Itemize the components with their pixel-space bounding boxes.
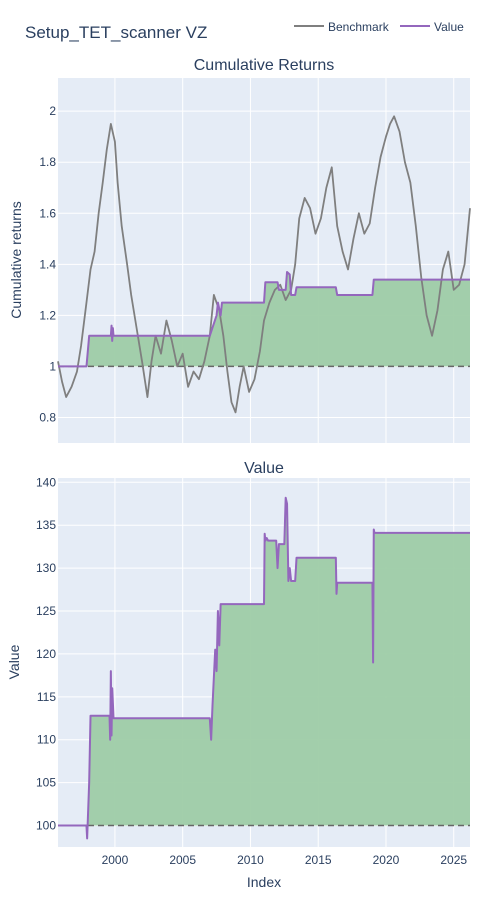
bottom-value-series [58, 496, 470, 840]
top-y-axis-label: Cumulative returns [8, 201, 24, 319]
x-tick-label: 2000 [102, 853, 129, 867]
top-benchmark-series [57, 115, 471, 414]
value-panel: 100 105 110 115 120 125 130 135 140 2000 2005 2010… [6, 460, 470, 890]
value-line [58, 270, 470, 368]
bottom-y-axis-label: Value [6, 644, 22, 679]
y-tick-label: 1.8 [39, 155, 56, 169]
y-tick-label: 125 [36, 604, 56, 618]
y-tick-label: 120 [36, 647, 56, 661]
top-value-series [58, 270, 470, 368]
y-tick-label: 0.8 [39, 410, 56, 424]
top-y-tick-labels: 0.8 1 1.2 1.4 1.6 1.8 2 [39, 104, 56, 424]
bottom-x-tick-labels: 2000 2005 2010 2015 2020 2025 [102, 853, 468, 867]
y-tick-label: 100 [36, 819, 56, 833]
top-subplot-title: Cumulative Returns [194, 57, 335, 74]
legend[interactable]: Benchmark Value [294, 20, 464, 34]
legend-benchmark-label: Benchmark [328, 20, 390, 34]
x-axis-label: Index [247, 874, 281, 890]
y-tick-label: 2 [49, 104, 56, 118]
x-tick-label: 2020 [373, 853, 400, 867]
x-tick-label: 2025 [440, 853, 467, 867]
y-tick-label: 130 [36, 561, 56, 575]
legend-value-label: Value [434, 20, 464, 34]
y-tick-label: 105 [36, 776, 56, 790]
y-tick-label: 135 [36, 518, 56, 532]
y-tick-label: 140 [36, 475, 56, 489]
page-title: Setup_TET_scanner VZ [25, 23, 207, 42]
benchmark-line [57, 115, 471, 414]
y-tick-label: 110 [37, 733, 56, 747]
x-tick-label: 2010 [237, 853, 264, 867]
x-tick-label: 2005 [169, 853, 196, 867]
y-tick-label: 1 [49, 359, 56, 373]
top-plot-background [58, 78, 470, 443]
bottom-y-tick-labels: 100 105 110 115 120 125 130 135 140 [36, 475, 56, 832]
y-tick-label: 1.2 [39, 308, 56, 322]
y-tick-label: 115 [37, 690, 56, 704]
bottom-subplot-title: Value [244, 460, 284, 477]
x-tick-label: 2015 [305, 853, 332, 867]
y-tick-label: 1.6 [39, 206, 56, 220]
y-tick-label: 1.4 [39, 257, 56, 271]
cumulative-returns-panel: 0.8 1 1.2 1.4 1.6 1.8 2 Cumulative Returns Cum… [8, 57, 471, 443]
value-line [58, 496, 470, 840]
